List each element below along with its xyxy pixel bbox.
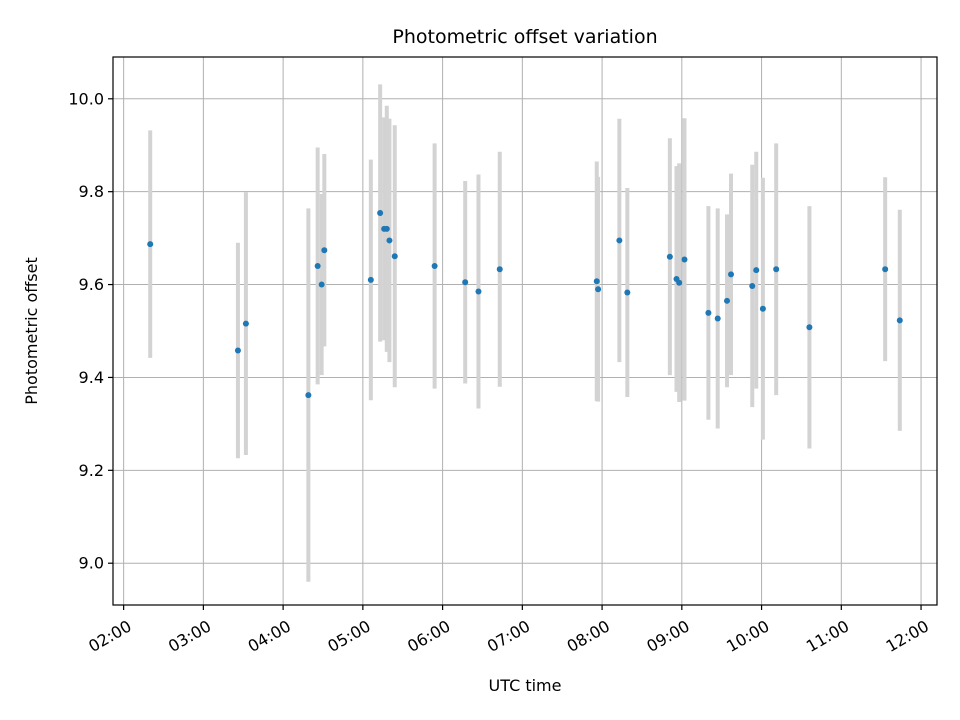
x-axis-label: UTC time: [489, 676, 562, 695]
data-point: [377, 210, 384, 217]
data-point: [714, 315, 721, 322]
data-point: [676, 279, 683, 286]
data-point: [242, 320, 249, 327]
grid: [113, 57, 937, 605]
data-point: [806, 324, 813, 331]
y-tick-label: 10.0: [68, 89, 104, 108]
y-tick-label: 9.8: [79, 182, 104, 201]
chart-title: Photometric offset variation: [392, 26, 657, 48]
data-point: [234, 347, 241, 354]
data-point: [753, 267, 760, 274]
data-point: [383, 225, 390, 232]
data-points: [147, 210, 903, 399]
y-axis-label: Photometric offset: [22, 257, 41, 405]
data-point: [147, 241, 154, 248]
data-point: [666, 253, 673, 260]
data-point: [496, 266, 503, 273]
data-point: [896, 317, 903, 324]
data-point: [475, 288, 482, 295]
data-point: [321, 247, 328, 254]
data-point: [314, 262, 321, 269]
data-point: [595, 286, 602, 293]
y-tick-label: 9.0: [79, 554, 104, 573]
data-point: [431, 262, 438, 269]
data-point: [749, 282, 756, 289]
data-point: [681, 256, 688, 263]
y-tick-label: 9.4: [79, 368, 104, 387]
data-point: [305, 392, 312, 399]
data-point: [705, 309, 712, 316]
data-point: [773, 266, 780, 273]
data-point: [593, 278, 600, 285]
data-point: [367, 276, 374, 283]
data-point: [386, 237, 393, 244]
data-point: [728, 271, 734, 278]
y-axis-ticks: 9.0 9.2 9.4 9.6 9.8 10.0: [68, 89, 113, 573]
data-point: [759, 305, 766, 312]
data-point: [624, 289, 631, 296]
y-tick-label: 9.6: [79, 275, 104, 294]
data-point: [391, 253, 398, 260]
plot-frame: [112, 56, 938, 606]
data-point: [724, 297, 731, 304]
data-point: [318, 281, 325, 288]
data-point: [882, 266, 889, 273]
data-point: [462, 279, 469, 286]
y-tick-label: 9.2: [79, 461, 104, 480]
data-point: [616, 237, 623, 244]
